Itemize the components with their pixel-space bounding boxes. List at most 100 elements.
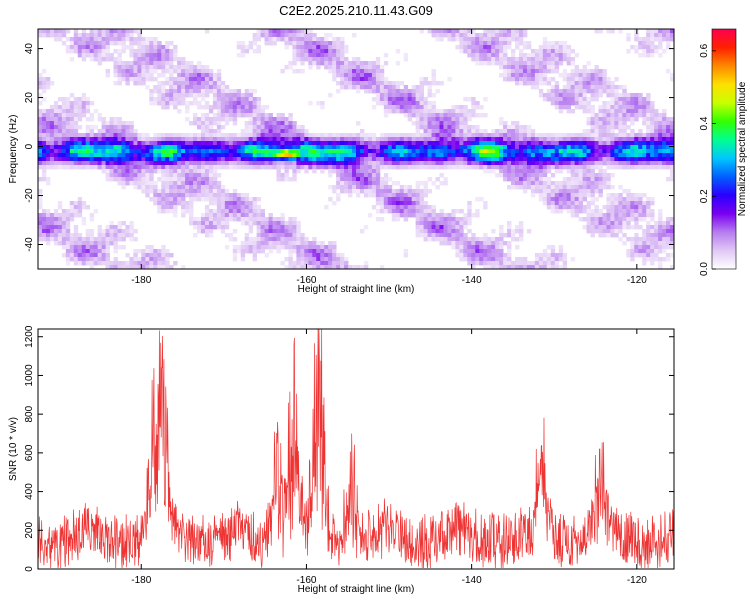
spectrogram-cell: [383, 109, 389, 114]
spectrogram-cell: [606, 113, 611, 118]
spectrogram-cell: [542, 149, 548, 154]
spectrogram-cell: [125, 145, 130, 150]
spectrogram-cell: [570, 149, 576, 154]
spectrogram-cell: [542, 189, 548, 194]
spectrogram-cell: [216, 217, 222, 222]
spectrogram-cell: [125, 225, 130, 230]
spectrogram-cell: [38, 165, 43, 170]
spectrogram-cell: [41, 29, 47, 34]
spectrogram-cell: [570, 89, 576, 94]
spectrogram-cell: [403, 149, 409, 154]
spectrogram-cell: [85, 105, 91, 110]
spectrogram-cell: [101, 249, 106, 254]
spectrogram-cell: [558, 45, 564, 50]
spectrogram-cell: [272, 29, 277, 34]
spectrogram-cell: [526, 73, 532, 78]
spectrogram-cell: [650, 45, 655, 50]
spectrogram-cell: [427, 145, 432, 150]
spectrogram-cell: [193, 189, 198, 194]
spectrogram-cell: [105, 161, 110, 166]
spectrogram-cell: [427, 105, 432, 110]
spectrogram-cell: [145, 69, 150, 74]
spectrogram-cell: [467, 129, 472, 134]
spectrogram-cell: [81, 249, 87, 254]
spectrogram-cell: [45, 241, 51, 246]
spectrogram-cell: [423, 149, 428, 154]
spectrogram-cell: [137, 41, 142, 46]
spectrogram-cell: [618, 129, 623, 134]
spectrogram-cell: [41, 81, 47, 86]
spectrogram-cell: [395, 97, 401, 102]
spectrogram-cell: [356, 181, 361, 186]
spectrogram-cell: [129, 33, 134, 38]
spectrogram-cell: [522, 73, 528, 78]
spectrogram-cell: [666, 233, 671, 238]
spectrogram-cell: [312, 245, 317, 250]
spectrogram-cell: [244, 217, 250, 222]
spectrogram-cell: [45, 109, 51, 114]
spectrogram-cell: [610, 129, 615, 134]
spectrogram-cell: [622, 137, 627, 142]
spectrogram-cell: [340, 153, 345, 158]
spectrogram-cell: [391, 189, 397, 194]
spectrogram-cell: [570, 173, 576, 178]
spectrogram-cell: [153, 253, 158, 258]
spectrogram-cell: [296, 133, 301, 138]
spectrogram-cell: [622, 129, 627, 134]
spectrogram-cell: [459, 157, 464, 162]
spectrogram-cell: [371, 173, 377, 178]
spectrogram-cell: [208, 137, 214, 142]
spectrogram-cell: [558, 161, 564, 166]
spectrogram-cell: [483, 37, 488, 42]
spectrogram-cell: [109, 177, 114, 182]
spectrogram-cell: [268, 241, 273, 246]
spectrogram-cell: [439, 181, 444, 186]
spectrogram-cell: [173, 181, 178, 186]
spectrogram-cell: [479, 41, 484, 46]
spectrogram-cell: [153, 37, 158, 42]
spectrogram-cell: [38, 125, 43, 130]
spectrogram-cell: [590, 161, 595, 166]
spectrogram-cell: [487, 249, 492, 254]
spectrogram-cell: [296, 225, 301, 230]
spectrogram-cell: [53, 209, 59, 214]
spectrogram-cell: [515, 145, 520, 150]
spectrogram-cell: [185, 81, 190, 86]
spectrogram-cell: [296, 153, 301, 158]
spectrogram-cell: [542, 197, 548, 202]
spectrogram-cell: [395, 193, 401, 198]
spectrogram-cell: [200, 177, 206, 182]
spectrogram-cell: [252, 145, 258, 150]
spectrogram-cell: [471, 141, 476, 146]
spectrogram-cell: [650, 113, 655, 118]
spectrogram-cell: [451, 221, 456, 226]
spectrogram-cell: [161, 161, 166, 166]
spectrogram-cell: [260, 133, 265, 138]
spectrogram-cell: [427, 177, 432, 182]
spectrogram-cell: [193, 225, 198, 230]
spectrogram-cell: [308, 245, 313, 250]
spectrogram-cell: [105, 153, 110, 158]
spectrogram-cell: [169, 61, 174, 66]
spectrogram-cell: [208, 89, 214, 94]
spectrogram-cell: [224, 85, 230, 90]
spectrogram-cell: [435, 153, 440, 158]
spectrogram-cell: [586, 85, 591, 90]
spectrogram-cell: [443, 237, 448, 242]
spectrogram-cell: [662, 165, 667, 170]
spectrogram-cell: [546, 197, 552, 202]
spectrogram-cell: [495, 137, 500, 142]
spectrogram-cell: [332, 65, 337, 70]
spectrogram-cell: [157, 97, 162, 102]
spectrogram-cell: [240, 161, 246, 166]
spectrogram-cell: [157, 133, 162, 138]
spectrogram-cell: [491, 249, 496, 254]
spectrogram-cell: [435, 89, 440, 94]
spectrogram-cell: [495, 161, 500, 166]
spectrogram-cell: [320, 241, 325, 246]
spectrogram-cell: [499, 49, 504, 54]
spectrogram-cell: [236, 245, 242, 250]
spectrogram-cell: [300, 133, 305, 138]
spectrogram-cell: [316, 241, 321, 246]
spectrogram-cell: [236, 205, 242, 210]
